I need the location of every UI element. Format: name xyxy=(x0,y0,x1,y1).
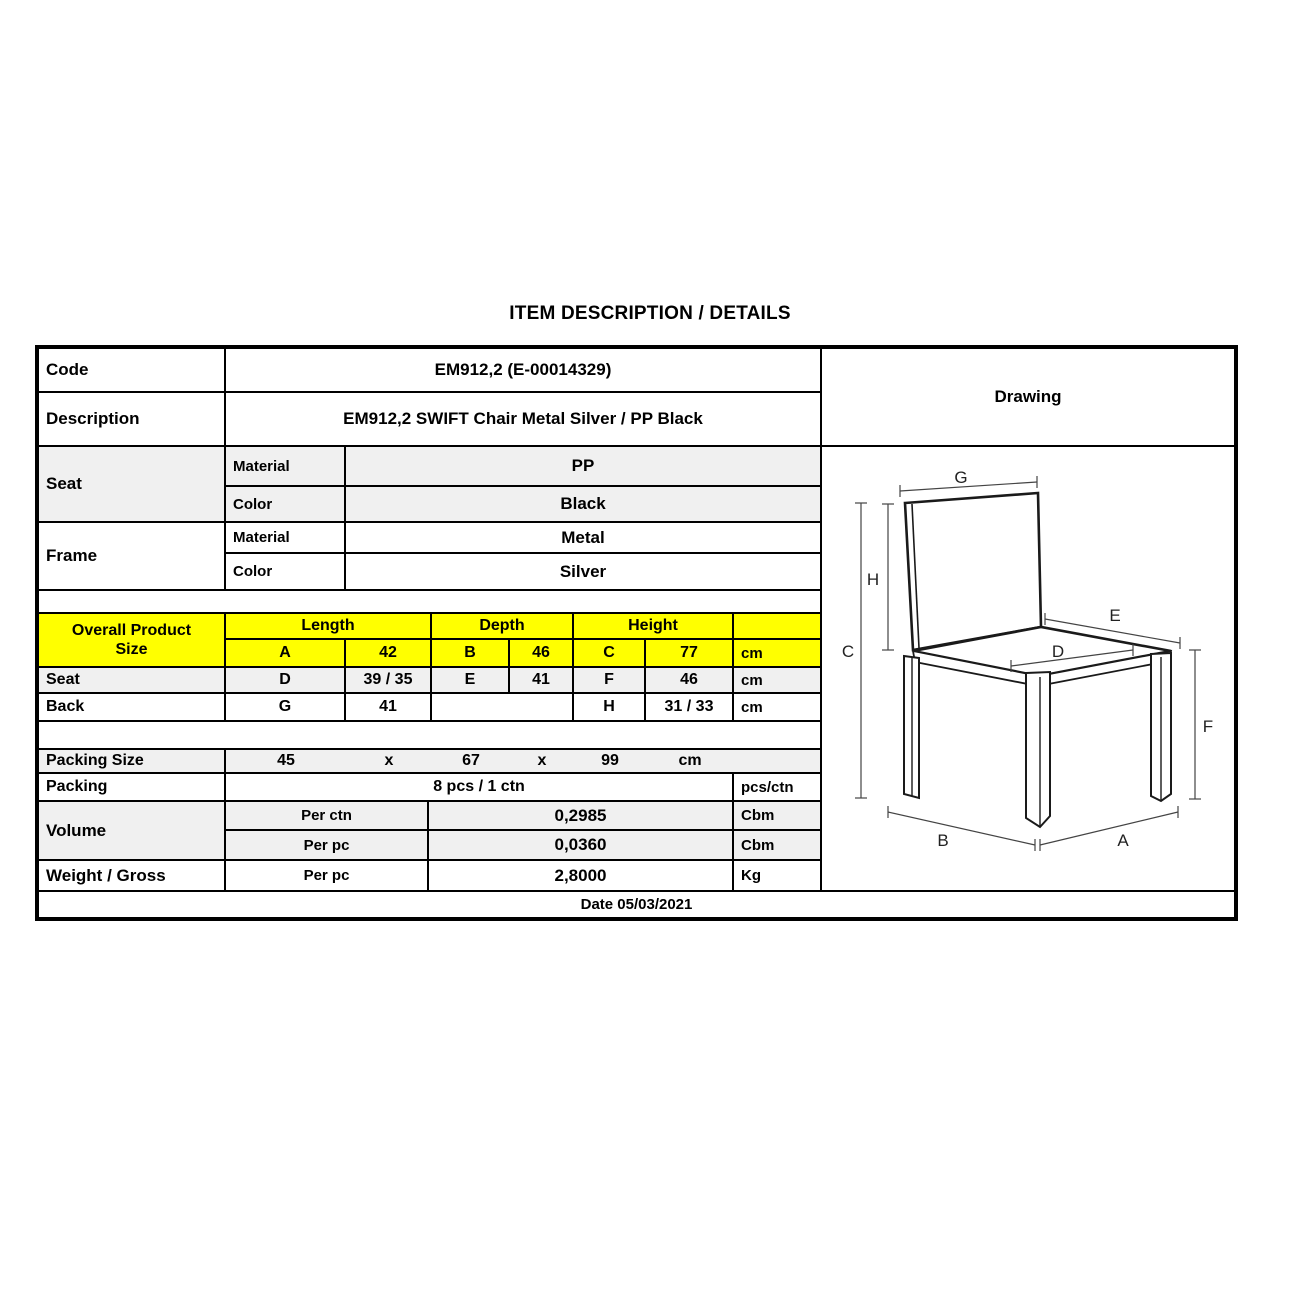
spacer-row xyxy=(39,722,822,750)
weight-unit: Kg xyxy=(734,861,822,892)
volume-per-ctn-unit: Cbm xyxy=(734,802,822,831)
frame-material-label: Material xyxy=(226,523,346,554)
seat-color-value: Black xyxy=(346,487,822,523)
size-header-label: Overall Product Size xyxy=(39,614,226,668)
overall-a-value: 42 xyxy=(346,640,432,668)
overall-b-value: 46 xyxy=(510,640,574,668)
seat-section-label: Seat xyxy=(39,447,226,523)
packing-value: 8 pcs / 1 ctn xyxy=(226,774,734,802)
dim-label-g: G xyxy=(954,468,967,487)
dim-label-c: C xyxy=(842,642,854,661)
volume-per-ctn-value: 0,2985 xyxy=(429,802,734,831)
seat-size-label: Seat xyxy=(39,668,226,694)
height-header: Height xyxy=(574,614,734,640)
spec-table: Code EM912,2 (E-00014329) Description EM… xyxy=(35,345,1238,921)
size-header-line1: Overall Product xyxy=(71,622,192,639)
seat-e-key: E xyxy=(432,668,510,694)
weight-label: Weight / Gross xyxy=(39,861,226,892)
packing-unit: pcs/ctn xyxy=(734,774,822,802)
depth-header: Depth xyxy=(432,614,574,640)
frame-section-label: Frame xyxy=(39,523,226,591)
volume-per-pc-unit: Cbm xyxy=(734,831,822,861)
dim-label-f: F xyxy=(1203,717,1213,736)
packing-size-dim3: 99 xyxy=(601,752,619,769)
seat-f-key: F xyxy=(574,668,646,694)
seat-material-value: PP xyxy=(346,447,822,487)
back-h-value: 31 / 33 xyxy=(646,694,734,722)
overall-c-value: 77 xyxy=(646,640,734,668)
weight-per-pc-label: Per pc xyxy=(226,861,429,892)
seat-size-unit: cm xyxy=(734,668,822,694)
code-label: Code xyxy=(39,349,226,393)
drawing-panel-title: Drawing xyxy=(822,349,1234,447)
packing-size-label: Packing Size xyxy=(39,750,226,774)
seat-material-label: Material xyxy=(226,447,346,487)
packing-size-x2: x xyxy=(537,752,547,769)
back-size-unit: cm xyxy=(734,694,822,722)
frame-color-value: Silver xyxy=(346,554,822,591)
size-header-blank xyxy=(734,614,822,640)
seat-color-label: Color xyxy=(226,487,346,523)
dim-label-h: H xyxy=(867,570,879,589)
size-header-line2: Size xyxy=(115,641,148,658)
seat-e-value: 41 xyxy=(510,668,574,694)
volume-per-ctn-label: Per ctn xyxy=(226,802,429,831)
packing-size-dim1: 45 xyxy=(277,752,295,769)
date-footer: Date 05/03/2021 xyxy=(39,892,1234,917)
back-blank-cell xyxy=(432,694,574,722)
overall-b-key: B xyxy=(432,640,510,668)
frame-material-value: Metal xyxy=(346,523,822,554)
weight-value: 2,8000 xyxy=(429,861,734,892)
back-size-label: Back xyxy=(39,694,226,722)
description-label: Description xyxy=(39,393,226,447)
chair-drawing: G H C E D xyxy=(842,468,1213,851)
packing-label: Packing xyxy=(39,774,226,802)
description-value: EM912,2 SWIFT Chair Metal Silver / PP Bl… xyxy=(226,393,822,447)
page-title: ITEM DESCRIPTION / DETAILS xyxy=(509,303,791,324)
spacer-row xyxy=(39,591,822,614)
packing-size-x1: x xyxy=(384,752,394,769)
overall-a-key: A xyxy=(226,640,346,668)
overall-c-key: C xyxy=(574,640,646,668)
back-g-key: G xyxy=(226,694,346,722)
code-value: EM912,2 (E-00014329) xyxy=(226,349,822,393)
volume-label: Volume xyxy=(39,802,226,861)
back-h-key: H xyxy=(574,694,646,722)
back-g-value: 41 xyxy=(346,694,432,722)
packing-size-unit: cm xyxy=(678,752,702,769)
dim-label-e: E xyxy=(1109,606,1120,625)
dim-label-d: D xyxy=(1052,642,1064,661)
seat-f-value: 46 xyxy=(646,668,734,694)
length-header: Length xyxy=(226,614,432,640)
overall-unit: cm xyxy=(734,640,822,668)
packing-size-dim2: 67 xyxy=(462,752,480,769)
dim-label-b: B xyxy=(937,831,948,850)
drawing-panel: G H C E D xyxy=(822,447,1234,892)
frame-color-label: Color xyxy=(226,554,346,591)
volume-per-pc-value: 0,0360 xyxy=(429,831,734,861)
packing-size-values: 45 x 67 x 99 cm xyxy=(226,750,822,774)
seat-d-key: D xyxy=(226,668,346,694)
volume-per-pc-label: Per pc xyxy=(226,831,429,861)
seat-d-value: 39 / 35 xyxy=(346,668,432,694)
dim-label-a: A xyxy=(1117,831,1129,850)
